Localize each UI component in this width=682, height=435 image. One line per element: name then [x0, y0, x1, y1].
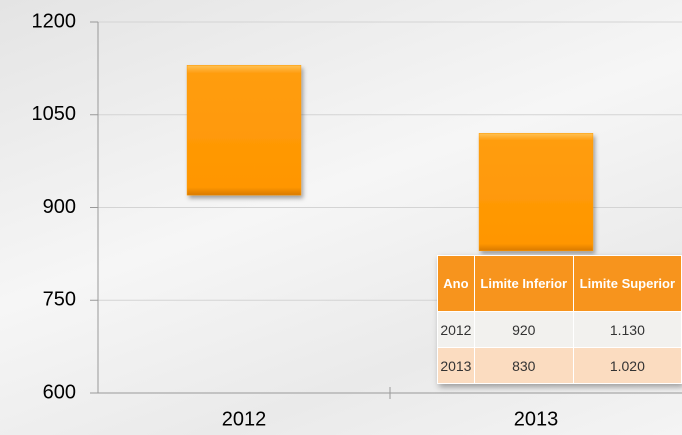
table-cell: 1.020 — [572, 347, 682, 384]
x-tick-label: 2013 — [514, 408, 559, 430]
table-header: Limite Inferior — [473, 255, 574, 312]
table-cell: 920 — [473, 311, 574, 348]
table-cell: 830 — [473, 347, 574, 384]
table-cell: 1.130 — [572, 311, 682, 348]
range-bar — [478, 133, 594, 252]
y-tick-label: 1200 — [32, 10, 77, 32]
table-header: Limite Superior — [572, 255, 682, 312]
range-bar — [186, 65, 302, 196]
table-header: Ano — [437, 255, 475, 312]
y-tick-label: 750 — [43, 289, 76, 311]
data-table: Ano Limite Inferior Limite Superior 2012… — [437, 255, 682, 384]
y-tick-label: 600 — [43, 381, 76, 403]
table-cell: 2013 — [437, 347, 475, 384]
x-tick-label: 2012 — [222, 408, 267, 430]
y-tick-label: 1050 — [32, 103, 77, 125]
table-cell: 2012 — [437, 311, 475, 348]
y-tick-label: 900 — [43, 196, 76, 218]
